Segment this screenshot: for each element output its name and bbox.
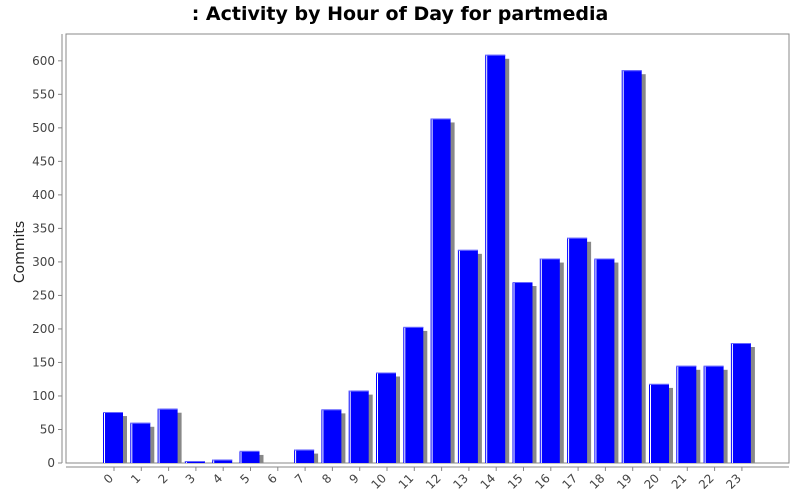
x-tick-label: 12 [423, 471, 444, 492]
chart-title: : Activity by Hour of Day for partmedia [192, 3, 609, 25]
bar [376, 372, 396, 463]
y-tick-label: 300 [32, 255, 55, 269]
plot-frame [65, 33, 790, 464]
x-tick-label: 10 [368, 471, 389, 492]
bars [103, 54, 755, 464]
x-tick-label: 5 [237, 471, 252, 486]
bar [567, 237, 588, 463]
y-tick-label: 200 [32, 322, 55, 336]
bar [430, 118, 451, 463]
x-tick-label: 4 [210, 471, 225, 486]
y-tick-label: 400 [32, 188, 55, 202]
x-tick-label: 7 [292, 471, 307, 486]
bar [485, 54, 506, 463]
bar [184, 460, 205, 463]
y-tick-label: 450 [32, 154, 55, 168]
bar [212, 459, 233, 463]
x-tick-label: 18 [587, 471, 608, 492]
y-tick-label: 350 [32, 221, 55, 235]
bar [239, 450, 260, 463]
bar [457, 249, 478, 463]
y-tick-label: 100 [32, 389, 55, 403]
x-tick-label: 1 [128, 471, 143, 486]
x-tick-label: 3 [183, 471, 198, 486]
y-axis: 0 50 100 150 200 250 300 350 400 450 500 550 600 [32, 34, 63, 470]
x-tick-label: 0 [101, 471, 116, 486]
bar [703, 365, 724, 463]
y-tick-label: 500 [32, 121, 55, 135]
y-tick-label: 0 [47, 456, 55, 470]
bar [130, 422, 151, 463]
bar [157, 408, 178, 463]
x-tick-label: 15 [505, 471, 526, 492]
bar [649, 383, 669, 463]
bar [621, 70, 642, 464]
bar [512, 282, 533, 463]
y-tick-label: 250 [32, 288, 55, 302]
bar [294, 449, 315, 463]
x-tick-label: 2 [155, 471, 170, 486]
x-tick-label: 19 [614, 471, 635, 492]
plot-border [65, 33, 790, 464]
x-tick-label: 16 [532, 471, 553, 492]
y-tick-label: 600 [32, 54, 55, 68]
x-tick-label: 6 [265, 471, 280, 486]
x-tick-label: 22 [696, 471, 717, 492]
bar [348, 390, 369, 463]
x-tick-label: 17 [560, 471, 581, 492]
x-tick-label: 8 [319, 471, 334, 486]
bar [321, 409, 342, 463]
bar [594, 258, 615, 463]
x-tick-label: 21 [669, 471, 690, 492]
bar [539, 258, 560, 463]
x-tick-label: 20 [641, 471, 662, 492]
y-tick-label: 150 [32, 355, 55, 369]
bar [730, 343, 751, 463]
x-tick-label: 13 [450, 471, 471, 492]
bar [403, 326, 424, 463]
x-tick-label: 23 [723, 471, 744, 492]
x-axis: 0 1 2 3 4 5 6 7 8 9 10 11 12 13 14 15 16 17 18 19 20 21 22 23 [66, 466, 789, 492]
bar [103, 412, 123, 463]
y-axis-title: Commits [12, 221, 28, 283]
y-tick-label: 50 [40, 422, 55, 436]
x-tick-label: 11 [396, 471, 417, 492]
x-tick-label: 9 [347, 471, 362, 486]
bar [676, 365, 697, 463]
x-tick-label: 14 [478, 471, 499, 492]
y-tick-label: 550 [32, 87, 55, 101]
